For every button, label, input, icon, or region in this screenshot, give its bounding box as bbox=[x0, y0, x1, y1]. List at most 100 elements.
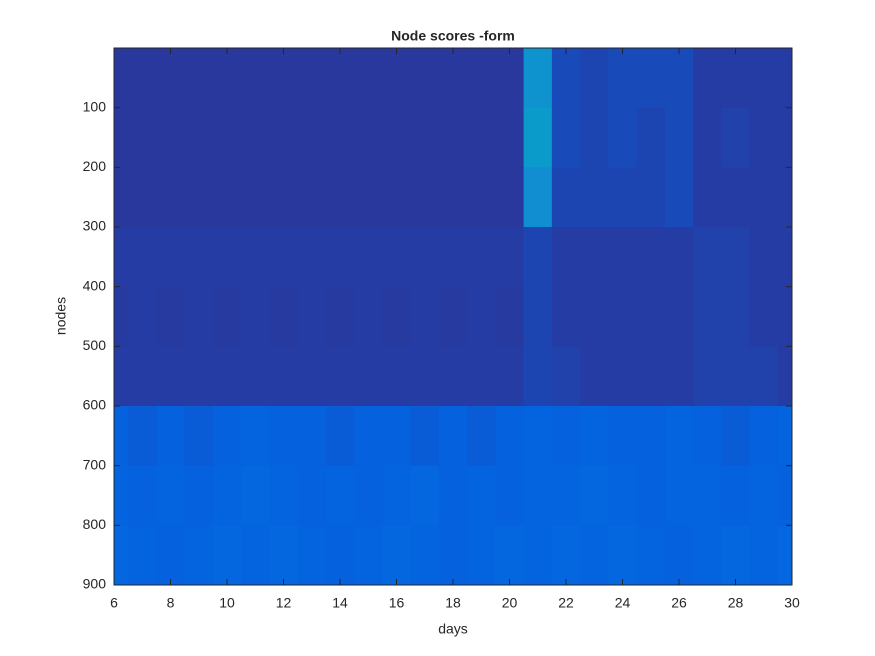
heatmap-cell bbox=[438, 286, 468, 347]
x-tick-label: 30 bbox=[784, 595, 800, 611]
heatmap-cell bbox=[184, 107, 214, 168]
y-tick-label: 600 bbox=[83, 397, 107, 413]
heatmap-cell bbox=[467, 167, 496, 228]
heatmap-cell bbox=[156, 286, 186, 347]
heatmap-cell bbox=[523, 167, 553, 228]
heatmap-cell bbox=[382, 525, 412, 585]
heatmap-cell bbox=[156, 346, 186, 407]
heatmap-cell bbox=[354, 346, 383, 407]
heatmap-cell bbox=[410, 48, 440, 109]
heatmap-cell bbox=[777, 286, 792, 347]
heatmap-cell bbox=[184, 406, 214, 467]
y-tick-label: 800 bbox=[83, 516, 107, 532]
heatmap-cell bbox=[325, 286, 355, 347]
heatmap-cell bbox=[114, 227, 129, 288]
heatmap-cell bbox=[523, 406, 553, 467]
heatmap-cell bbox=[128, 227, 157, 288]
heatmap-cell bbox=[749, 107, 779, 168]
heatmap-cell bbox=[156, 465, 186, 526]
heatmap-cell bbox=[241, 227, 270, 288]
x-axis-label: days bbox=[438, 621, 468, 637]
heatmap bbox=[114, 48, 792, 585]
heatmap-cell bbox=[325, 167, 355, 228]
heatmap-cell bbox=[184, 48, 214, 109]
heatmap-cell bbox=[212, 406, 242, 467]
heatmap-cell bbox=[212, 465, 242, 526]
heatmap-cell bbox=[551, 406, 581, 467]
heatmap-cell bbox=[523, 48, 553, 109]
heatmap-cell bbox=[495, 406, 525, 467]
heatmap-cell bbox=[749, 227, 779, 288]
heatmap-cell bbox=[636, 227, 666, 288]
x-tick-label: 22 bbox=[558, 595, 574, 611]
heatmap-cell bbox=[156, 107, 186, 168]
x-tick-label: 18 bbox=[445, 595, 461, 611]
heatmap-cell bbox=[114, 465, 129, 526]
x-tick-label: 16 bbox=[389, 595, 405, 611]
heatmap-cell bbox=[608, 525, 638, 585]
heatmap-cell bbox=[382, 286, 412, 347]
heatmap-cell bbox=[664, 525, 694, 585]
heatmap-cell bbox=[693, 465, 722, 526]
heatmap-cell bbox=[297, 465, 327, 526]
heatmap-cell bbox=[325, 107, 355, 168]
heatmap-cell bbox=[184, 286, 214, 347]
heatmap-cell bbox=[354, 227, 383, 288]
y-tick-label: 100 bbox=[83, 98, 107, 114]
heatmap-cell bbox=[184, 525, 214, 585]
x-tick-label: 20 bbox=[502, 595, 518, 611]
heatmap-cell bbox=[241, 406, 270, 467]
heatmap-cell bbox=[777, 346, 792, 407]
heatmap-cell bbox=[269, 107, 299, 168]
heatmap-cell bbox=[721, 346, 751, 407]
heatmap-cell bbox=[636, 286, 666, 347]
heatmap-cell bbox=[325, 227, 355, 288]
heatmap-cell bbox=[156, 525, 186, 585]
heatmap-cell bbox=[495, 167, 525, 228]
heatmap-cell bbox=[749, 406, 779, 467]
chart-title: Node scores -form bbox=[391, 28, 515, 44]
heatmap-cell bbox=[580, 525, 609, 585]
heatmap-cell bbox=[693, 406, 722, 467]
heatmap-cell bbox=[580, 107, 609, 168]
heatmap-cell bbox=[438, 465, 468, 526]
heatmap-cell bbox=[749, 525, 779, 585]
heatmap-cell bbox=[241, 286, 270, 347]
y-tick-label: 300 bbox=[83, 218, 107, 234]
heatmap-cell bbox=[777, 167, 792, 228]
heatmap-cell bbox=[156, 48, 186, 109]
heatmap-cell bbox=[580, 286, 609, 347]
heatmap-cell bbox=[241, 525, 270, 585]
heatmap-cell bbox=[354, 406, 383, 467]
heatmap-cell bbox=[749, 465, 779, 526]
heatmap-cell bbox=[212, 346, 242, 407]
heatmap-cell bbox=[721, 465, 751, 526]
heatmap-cell bbox=[438, 107, 468, 168]
heatmap-cell bbox=[410, 286, 440, 347]
y-axis-label: nodes bbox=[53, 297, 69, 335]
heatmap-cell bbox=[495, 48, 525, 109]
heatmap-cell bbox=[184, 227, 214, 288]
heatmap-cell bbox=[212, 525, 242, 585]
heatmap-cell bbox=[241, 346, 270, 407]
heatmap-cell bbox=[114, 346, 129, 407]
heatmap-cell bbox=[297, 406, 327, 467]
heatmap-cell bbox=[523, 465, 553, 526]
heatmap-cell bbox=[721, 107, 751, 168]
heatmap-cell bbox=[354, 525, 383, 585]
heatmap-cell bbox=[636, 48, 666, 109]
heatmap-cell bbox=[749, 286, 779, 347]
heatmap-cell bbox=[551, 286, 581, 347]
heatmap-cell bbox=[693, 167, 722, 228]
heatmap-cell bbox=[410, 346, 440, 407]
heatmap-cell bbox=[523, 227, 553, 288]
heatmap-cell bbox=[608, 227, 638, 288]
heatmap-cell bbox=[693, 48, 722, 109]
heatmap-cell bbox=[608, 48, 638, 109]
heatmap-cell bbox=[467, 227, 496, 288]
heatmap-cell bbox=[523, 346, 553, 407]
heatmap-cell bbox=[608, 167, 638, 228]
heatmap-cell bbox=[467, 346, 496, 407]
heatmap-cell bbox=[114, 525, 129, 585]
heatmap-cell bbox=[438, 525, 468, 585]
